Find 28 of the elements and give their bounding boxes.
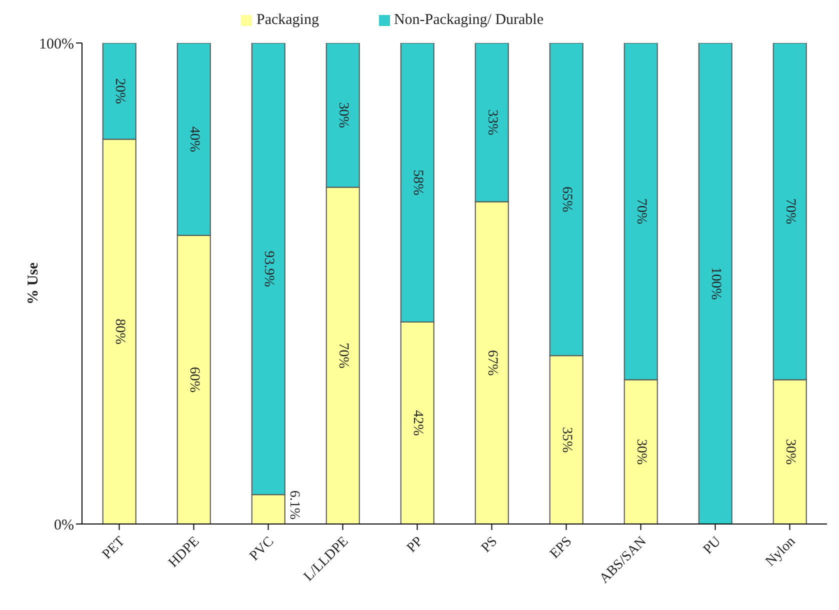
data-label: 35% <box>558 426 574 453</box>
data-label: 40% <box>186 126 202 152</box>
data-label: 70% <box>782 198 798 225</box>
data-label: 30% <box>782 439 798 466</box>
data-label: 6.1% <box>286 490 302 520</box>
data-label: 67% <box>484 350 500 376</box>
data-label: 100% <box>708 267 723 300</box>
data-label: 93.9% <box>260 250 276 288</box>
data-label: 58% <box>410 170 425 196</box>
data-label: 33% <box>484 110 500 136</box>
x-tick-label: EPS <box>547 534 576 562</box>
x-tick-label: PP <box>404 534 426 556</box>
x-tick-label: PU <box>700 534 724 558</box>
data-label: 42% <box>410 410 425 436</box>
data-label: 65% <box>558 186 574 212</box>
legend-label: Packaging <box>256 12 319 28</box>
data-label: 70% <box>335 342 350 369</box>
y-tick-label: 0% <box>54 517 74 534</box>
data-label: 60% <box>186 366 202 393</box>
y-axis-title: % Use <box>25 262 42 305</box>
data-label: 30% <box>335 102 350 128</box>
legend-label: Non-Packaging/ Durable <box>394 12 544 28</box>
x-tick-label: PS <box>478 534 501 556</box>
data-label: 30% <box>633 439 648 466</box>
bar <box>698 43 732 524</box>
data-label: 80% <box>112 318 127 345</box>
data-label: 20% <box>112 78 127 104</box>
data-label: 70% <box>633 198 648 225</box>
